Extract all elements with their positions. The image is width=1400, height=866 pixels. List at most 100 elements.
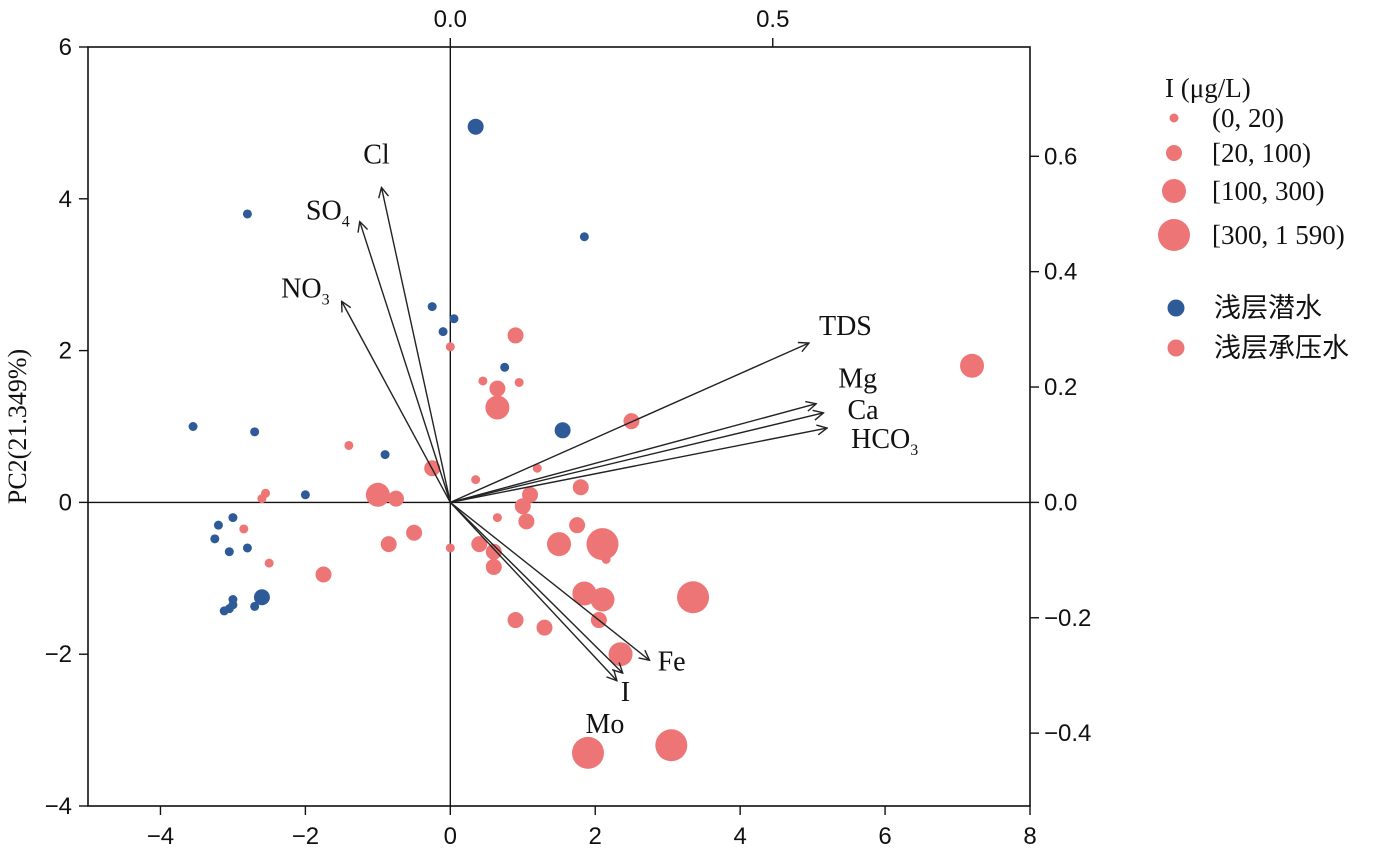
right-tick-label: 0.4: [1044, 259, 1077, 286]
data-point: [242, 543, 252, 553]
loading-vector: [450, 413, 823, 504]
data-point: [507, 612, 524, 629]
data-point: [188, 422, 198, 431]
data-point: [522, 486, 539, 503]
data-point: [608, 642, 633, 667]
data-point: [250, 601, 260, 611]
plot-frame: [87, 46, 1031, 807]
loading-vector: [449, 501, 622, 673]
data-point: [242, 209, 252, 219]
vector-label: HCO3: [851, 424, 918, 459]
vector-label: SO4: [306, 196, 350, 231]
legend-size-label: (0, 20): [1212, 103, 1284, 133]
x-tick-label: 6: [878, 823, 891, 850]
legend-size-title: I (μg/L): [1165, 73, 1251, 103]
legend-group-label: 浅层潜水: [1214, 293, 1322, 324]
legend: I (μg/L)(0, 20) [20, 100) [100, 300) [300, …: [1158, 73, 1349, 364]
axes-layer: −4 −2 0 2 4 6 8 −4 −2 0 2 4 6 0.0 0.5 0.6 0.4 0.2 0.0 −0.2 −…: [3, 6, 1091, 850]
data-point: [210, 534, 220, 544]
legend-group-marker: [1167, 339, 1185, 357]
vector-label: Ca: [847, 395, 879, 426]
x-tick-label: −4: [147, 823, 174, 850]
data-point: [253, 589, 270, 606]
loading-vector: [450, 404, 816, 504]
loading-vector: [449, 501, 649, 660]
data-point: [572, 479, 589, 496]
legend-size-marker: [1158, 219, 1190, 251]
legend-group-label: 浅层承压水: [1214, 333, 1349, 364]
data-point: [344, 440, 354, 450]
legend-size-marker: [1169, 113, 1179, 123]
right-tick-label: 0.0: [1044, 489, 1077, 516]
data-point: [219, 606, 229, 616]
loading-vector: [360, 222, 451, 503]
data-point: [569, 517, 586, 534]
y-axis-label: PC2(21.349%): [3, 349, 32, 504]
loading-vector: [449, 501, 617, 680]
data-point: [554, 422, 571, 439]
data-point: [449, 314, 459, 324]
data-point: [518, 513, 535, 530]
data-point: [300, 490, 310, 500]
y-tick-label: 6: [59, 34, 72, 61]
data-point: [514, 377, 524, 387]
right-tick-label: 0.6: [1044, 143, 1077, 170]
data-point: [571, 736, 604, 769]
data-point: [239, 524, 249, 534]
right-tick-label: −0.2: [1044, 605, 1091, 632]
data-point: [445, 543, 455, 553]
data-point: [485, 543, 502, 560]
data-point: [471, 475, 481, 485]
data-point: [365, 482, 390, 507]
legend-size-label: [20, 100): [1212, 138, 1311, 168]
data-point: [655, 729, 688, 762]
data-point: [532, 463, 542, 473]
data-point: [380, 536, 397, 553]
data-point: [485, 395, 510, 420]
y-tick-label: −4: [45, 793, 72, 820]
data-point: [250, 427, 260, 437]
legend-size-label: [100, 300): [1212, 176, 1324, 206]
data-point: [224, 547, 234, 557]
data-point: [478, 376, 488, 386]
data-point: [467, 118, 484, 135]
data-point: [492, 513, 502, 523]
legend-size-marker: [1162, 179, 1186, 203]
data-point: [677, 581, 710, 614]
data-point: [586, 528, 619, 561]
data-point: [228, 513, 238, 523]
right-tick-label: 0.2: [1044, 374, 1077, 401]
top-tick-label: 0.0: [434, 6, 467, 33]
data-point: [500, 362, 510, 372]
data-point: [579, 232, 589, 242]
data-point: [601, 554, 611, 564]
y-tick-label: 4: [59, 186, 72, 213]
data-point: [315, 566, 332, 583]
legend-size-label: [300, 1 590): [1212, 220, 1345, 250]
x-tick-label: 8: [1023, 823, 1036, 850]
vector-label: Cl: [363, 139, 390, 170]
loading-vector: [450, 343, 809, 504]
data-point: [257, 494, 267, 504]
data-point: [427, 302, 437, 312]
x-tick-label: −2: [292, 823, 319, 850]
data-point: [387, 490, 404, 507]
vector-label: Mg: [838, 364, 877, 395]
data-point: [380, 450, 390, 460]
vector-label: Mo: [586, 709, 625, 740]
vector-label: NO3: [281, 273, 329, 308]
legend-size-marker: [1166, 145, 1182, 161]
data-point: [507, 327, 524, 344]
y-tick-label: −2: [45, 641, 72, 668]
data-point: [485, 558, 502, 575]
vector-label: I: [621, 677, 630, 708]
data-point: [489, 380, 506, 397]
data-point: [445, 342, 455, 352]
data-point: [536, 619, 553, 636]
y-tick-label: 2: [59, 338, 72, 365]
loading-vector: [342, 301, 451, 503]
x-tick-label: 0: [444, 823, 457, 850]
data-point: [438, 327, 448, 337]
data-point: [514, 498, 531, 515]
